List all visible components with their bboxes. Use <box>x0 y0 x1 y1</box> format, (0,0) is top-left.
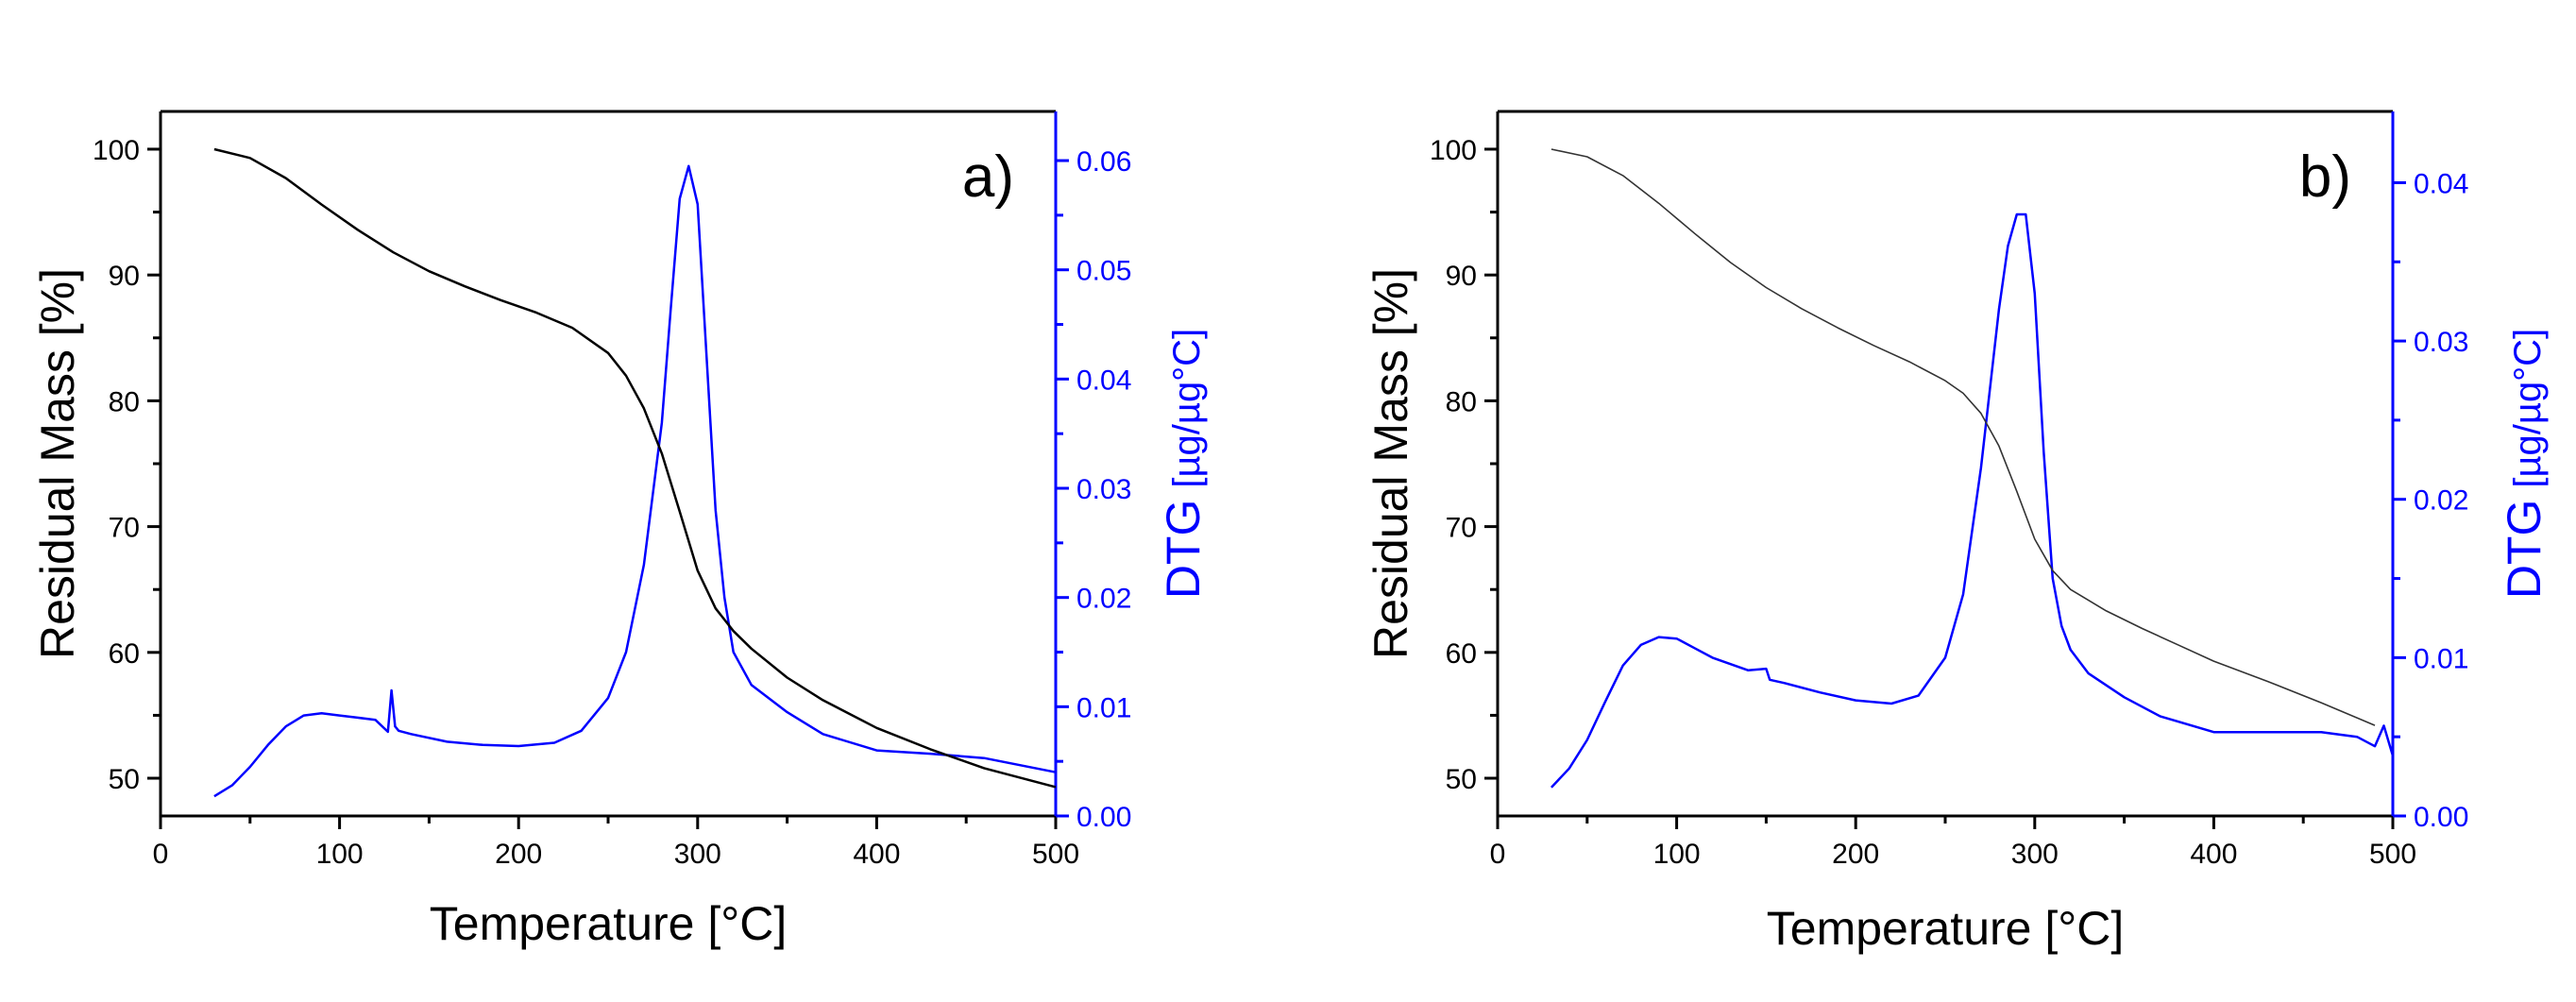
y-right-tick-label: 0.04 <box>2414 168 2468 199</box>
panel-a-x-axis-title: Temperature [°C] <box>430 897 787 950</box>
y-right-tick-label: 0.01 <box>1076 692 1131 723</box>
panel-a-mass-line <box>213 147 1057 789</box>
y-right-tick-label: 0.01 <box>2414 643 2468 674</box>
y-left-tick-label: 70 <box>1446 513 1477 544</box>
right-axis-title-unit: [µg/µg°C] <box>2507 329 2549 488</box>
y-left-tick-label: 50 <box>109 764 140 795</box>
x-tick-label: 400 <box>2190 839 2237 870</box>
panel-a-right-ticks <box>1056 159 1069 818</box>
x-tick-label: 0 <box>153 839 169 870</box>
x-tick-label: 200 <box>495 839 542 870</box>
y-right-tick-label: 0.03 <box>1076 474 1131 505</box>
panel-b-right-axis-title: DTG [µg/µg°C] <box>2498 329 2551 599</box>
y-left-tick-label: 50 <box>1446 764 1477 795</box>
chart-panel-a: 0 100 200 300 400 500 50 60 70 80 90 100… <box>31 110 1210 950</box>
panel-b-x-axis-title: Temperature [°C] <box>1767 902 2124 955</box>
y-left-tick-label: 80 <box>1446 386 1477 417</box>
panel-b-left-tick-labels: 50 60 70 80 90 100 <box>1430 135 1477 795</box>
panel-b-dtg-line <box>1550 212 2395 789</box>
x-tick-label: 500 <box>2369 839 2416 870</box>
chart-panel-b: 0 100 200 300 400 500 50 60 70 80 90 100… <box>1364 110 2551 955</box>
x-tick-label: 400 <box>853 839 900 870</box>
y-left-tick-label: 90 <box>109 261 140 292</box>
panel-a-right-tick-labels: 0.00 0.01 0.02 0.03 0.04 0.05 0.06 <box>1076 146 1131 833</box>
panel-a-right-axis-title: DTG [µg/µg°C] <box>1157 329 1210 599</box>
x-tick-label: 100 <box>1653 839 1701 870</box>
panel-a-x-ticks <box>159 816 1058 829</box>
y-right-tick-label: 0.02 <box>2414 485 2468 517</box>
y-left-tick-label: 60 <box>1446 638 1477 670</box>
panel-b-left-axis-title: Residual Mass [%] <box>1364 268 1417 659</box>
right-axis-title-unit: [µg/µg°C] <box>1166 329 1208 488</box>
panel-a-x-tick-labels: 0 100 200 300 400 500 <box>153 839 1079 870</box>
y-right-tick-label: 0.06 <box>1076 146 1131 178</box>
y-left-tick-label: 100 <box>1430 135 1477 166</box>
panel-b-x-tick-labels: 0 100 200 300 400 500 <box>1490 839 2416 870</box>
y-left-tick-label: 60 <box>109 638 140 670</box>
panel-a-label: a) <box>962 144 1014 210</box>
x-tick-label: 300 <box>674 839 721 870</box>
panel-b-left-ticks <box>1484 147 1498 780</box>
y-right-tick-label: 0.00 <box>1076 802 1131 833</box>
y-right-tick-label: 0.04 <box>1076 365 1131 396</box>
panel-b-label: b) <box>2299 144 2351 210</box>
y-right-tick-label: 0.00 <box>2414 802 2468 833</box>
y-left-tick-label: 100 <box>93 135 140 166</box>
y-right-tick-label: 0.05 <box>1076 256 1131 287</box>
right-axis-title-main: DTG <box>2498 500 2551 600</box>
y-right-tick-label: 0.03 <box>2414 327 2468 358</box>
y-left-tick-label: 70 <box>109 513 140 544</box>
panel-b-mass-line <box>1551 148 2376 726</box>
x-tick-label: 500 <box>1032 839 1079 870</box>
panel-b-right-tick-labels: 0.00 0.01 0.02 0.03 0.04 <box>2414 168 2468 833</box>
x-tick-label: 0 <box>1490 839 1506 870</box>
panel-a-left-ticks <box>147 147 161 780</box>
x-tick-label: 300 <box>2011 839 2059 870</box>
y-left-tick-label: 90 <box>1446 261 1477 292</box>
y-left-tick-label: 80 <box>109 386 140 417</box>
panel-a-left-axis-title: Residual Mass [%] <box>31 268 84 659</box>
panel-b-x-ticks <box>1496 816 2395 829</box>
x-tick-label: 200 <box>1832 839 1879 870</box>
panel-a-left-tick-labels: 50 60 70 80 90 100 <box>93 135 140 795</box>
x-tick-label: 100 <box>316 839 364 870</box>
panel-a-dtg-line <box>213 164 1057 798</box>
y-right-tick-label: 0.02 <box>1076 584 1131 615</box>
right-axis-title-main: DTG <box>1157 500 1210 600</box>
panel-b-right-ticks <box>2393 180 2406 818</box>
